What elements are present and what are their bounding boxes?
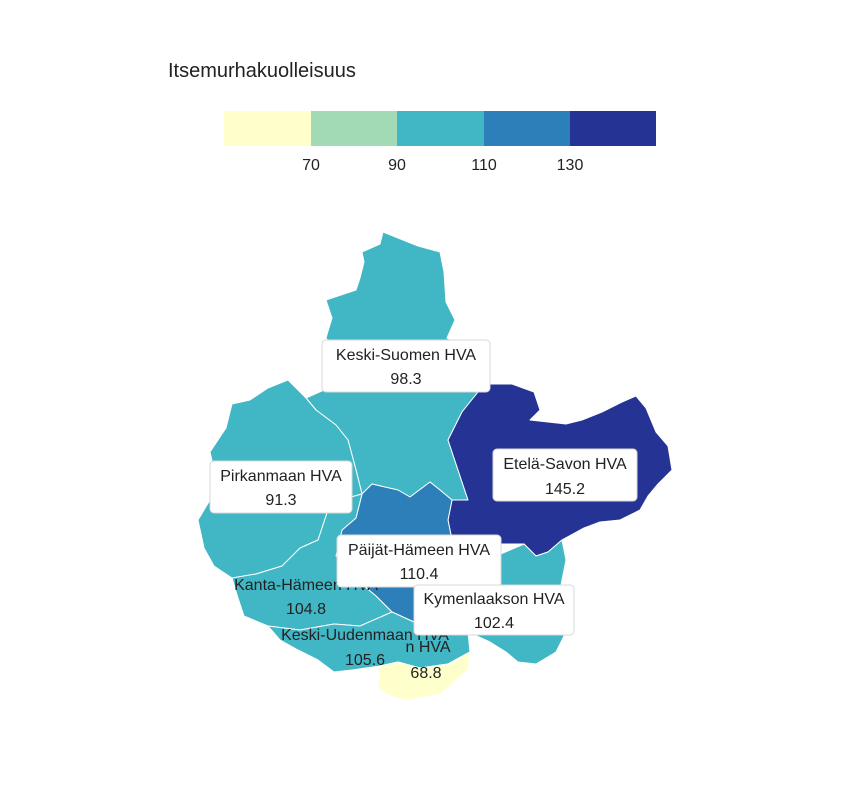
legend-swatch-3	[397, 111, 484, 146]
label-paijat-hame-name: Päijät-Hämeen HVA	[348, 542, 490, 559]
label-keski-suomi-value: 98.3	[390, 371, 421, 388]
label-keski-suomi-name: Keski-Suomen HVA	[336, 347, 477, 364]
legend-tick-110: 110	[471, 157, 497, 174]
label-etela-savo: Etelä-Savon HVA 145.2	[492, 448, 638, 502]
label-paijat-hame: Päijät-Hämeen HVA 110.4	[336, 534, 502, 588]
label-keski-uusimaa-name: Keski-Uudenmaan HVA	[281, 627, 449, 644]
label-paijat-hame-value: 110.4	[400, 566, 439, 583]
label-pirkanmaa-value: 91.3	[265, 492, 296, 509]
label-kymenlaakso-value-front: 102.4	[474, 615, 514, 632]
label-ita-uusimaa-value: 68.8	[410, 665, 441, 682]
legend-colorbar	[224, 111, 656, 146]
legend-swatch-4	[484, 111, 570, 146]
label-pirkanmaa-name: Pirkanmaan HVA	[220, 468, 342, 485]
legend-swatch-2	[311, 111, 397, 146]
map-labels: Keski-Suomen HVA 98.3 Pirkanmaan HVA 91.…	[209, 339, 638, 636]
label-ita-uusimaa-name: n HVA	[405, 639, 450, 656]
legend-swatch-1	[224, 111, 311, 146]
legend-tick-130: 130	[557, 157, 584, 174]
label-etela-savo-name: Etelä-Savon HVA	[503, 456, 627, 473]
region-ita-uusimaa[interactable]	[377, 651, 471, 701]
label-kanta-hame-value: 104.8	[286, 601, 326, 618]
label-keski-uusimaa-value: 105.6	[345, 652, 385, 669]
legend-tick-70: 70	[302, 157, 320, 174]
label-keski-suomi: Keski-Suomen HVA 98.3	[321, 339, 491, 393]
label-kymenlaakso-name-front: Kymenlaakson HVA	[423, 591, 564, 608]
legend-tick-90: 90	[388, 157, 406, 174]
label-kymenlaakso: Kymenlaakson HVA 102.4	[413, 584, 575, 636]
legend-title: Itsemurhakuolleisuus	[168, 60, 356, 82]
legend-swatch-5	[570, 111, 656, 146]
label-etela-savo-value: 145.2	[545, 481, 585, 498]
label-pirkanmaa: Pirkanmaan HVA 91.3	[209, 460, 353, 514]
